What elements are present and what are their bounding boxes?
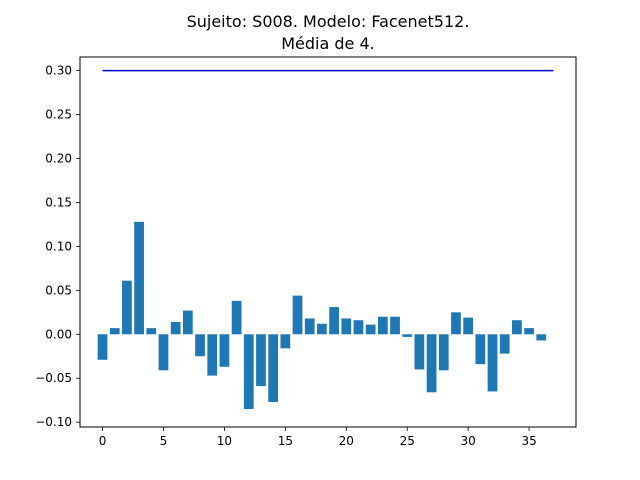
y-tick-label: 0.05 xyxy=(45,283,72,297)
y-axis-ticks: −0.10 −0.05 0.00 0.05 0.10 0.15 0.20 0.25 0.30 xyxy=(35,64,80,429)
y-tick-label: 0.25 xyxy=(45,108,72,122)
bar xyxy=(512,320,522,335)
bar xyxy=(475,334,486,365)
bar xyxy=(536,334,547,341)
bar xyxy=(207,334,218,376)
x-tick-label: 35 xyxy=(521,434,536,448)
x-tick-label: 10 xyxy=(217,434,232,448)
bar xyxy=(329,307,339,335)
bar xyxy=(524,328,534,335)
chart-title-line1: Sujeito: S008. Modelo: Facenet512. xyxy=(187,12,470,31)
x-tick-label: 5 xyxy=(160,434,168,448)
bar xyxy=(182,310,193,335)
bar xyxy=(292,295,303,335)
bar xyxy=(158,334,169,371)
bar xyxy=(402,334,413,337)
plot-frame xyxy=(79,56,577,428)
x-axis-ticks: 0 5 10 15 20 25 30 35 xyxy=(99,427,537,448)
bars-group xyxy=(97,221,547,409)
x-tick-label: 25 xyxy=(400,434,415,448)
bar xyxy=(280,334,291,349)
bar xyxy=(353,320,364,335)
y-tick-label: 0.10 xyxy=(45,239,72,253)
bar xyxy=(341,318,352,335)
bar xyxy=(487,334,498,392)
bar xyxy=(195,334,205,357)
x-tick-label: 20 xyxy=(339,434,354,448)
y-tick-label: 0.20 xyxy=(45,152,72,166)
bar xyxy=(109,328,120,335)
x-tick-label: 30 xyxy=(461,434,476,448)
bar xyxy=(97,334,108,360)
y-tick-label: 0.00 xyxy=(45,327,72,341)
bar xyxy=(243,334,254,409)
bar xyxy=(134,221,144,335)
bar xyxy=(365,324,376,335)
bar xyxy=(426,334,437,393)
bar xyxy=(414,334,425,370)
bar xyxy=(122,280,132,335)
y-tick-label: −0.05 xyxy=(35,371,72,385)
bar xyxy=(146,328,157,335)
bar xyxy=(317,323,327,335)
bar xyxy=(256,334,266,387)
bar xyxy=(170,321,181,335)
bar xyxy=(499,334,510,354)
bar xyxy=(438,334,449,371)
chart-title-line2: Média de 4. xyxy=(281,34,375,53)
bar xyxy=(219,334,230,367)
bar xyxy=(231,300,242,335)
y-tick-label: 0.30 xyxy=(45,64,72,78)
bar xyxy=(463,317,474,335)
y-tick-label: −0.10 xyxy=(35,415,72,429)
bar xyxy=(377,316,388,335)
y-tick-label: 0.15 xyxy=(45,195,72,209)
bar xyxy=(304,318,315,335)
bar xyxy=(268,334,279,402)
x-tick-label: 0 xyxy=(99,434,107,448)
bar xyxy=(451,312,461,335)
bar xyxy=(390,316,400,335)
x-tick-label: 15 xyxy=(278,434,293,448)
